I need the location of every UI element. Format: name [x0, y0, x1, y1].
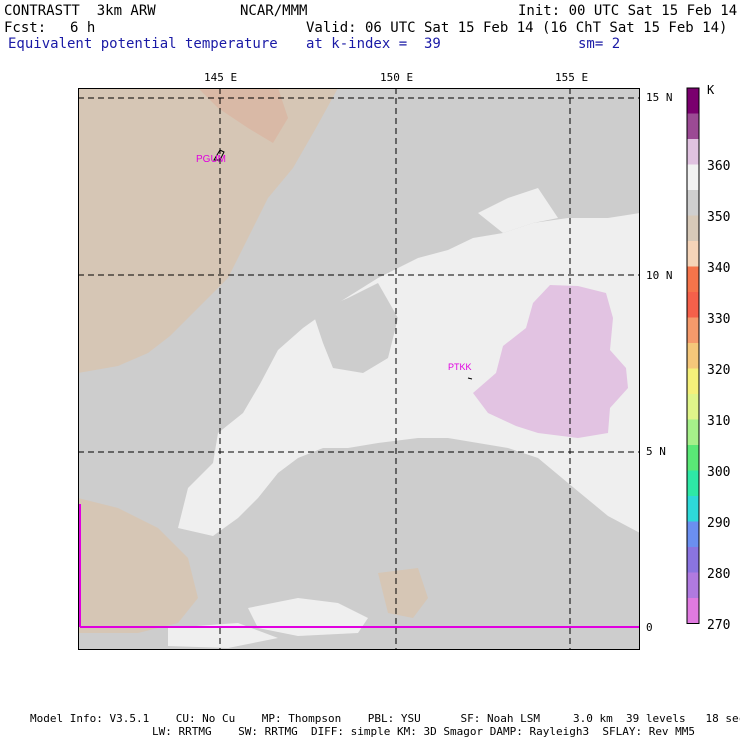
colorbar-tick-label: 310 — [707, 414, 730, 429]
field-name: Equivalent potential temperature — [8, 36, 278, 52]
colorbar-tick-label: 270 — [707, 618, 730, 633]
colorbar-segment — [687, 164, 699, 190]
station-pgum: PGUM — [196, 154, 226, 165]
lon-label-145: 145 E — [204, 71, 238, 84]
very-high-theta-region — [473, 285, 628, 438]
colorbar-segment — [687, 266, 699, 292]
valid-time: Valid: 06 UTC Sat 15 Feb 14 (16 ChT Sat … — [306, 20, 728, 36]
colorbar-segment — [687, 292, 699, 318]
colorbar-frame — [686, 87, 700, 624]
colorbar-segment — [687, 215, 699, 241]
colorbar-segment — [687, 343, 699, 369]
guam-coastline — [213, 149, 225, 161]
lon-label-155: 155 E — [555, 71, 589, 84]
colorbar-tick-label: 340 — [707, 261, 730, 276]
colorbar-segment — [687, 317, 699, 343]
colorbar-segment — [687, 241, 699, 267]
high-theta-band — [178, 213, 640, 536]
colorbar-segment — [687, 547, 699, 573]
low-theta-inset — [313, 283, 398, 373]
fcst-label: Fcst: — [4, 20, 47, 36]
colorbar-segment — [687, 521, 699, 547]
colorbar-segment — [687, 598, 699, 624]
model-info-line2: LW: RRTMG SW: RRTMG DIFF: simple KM: 3D … — [152, 725, 696, 738]
colorbar-segment — [687, 445, 699, 471]
lat-label-15n: 15 N — [646, 91, 673, 104]
colorbar-segment — [687, 572, 699, 598]
colorbar-segment — [687, 496, 699, 522]
colorbar-tick-label: 300 — [707, 465, 730, 480]
colorbar-tick-label: 320 — [707, 363, 730, 378]
fcst-value: 6 h — [70, 20, 96, 36]
lat-lon-grid — [78, 88, 640, 650]
high-theta-patch-ne — [478, 188, 558, 233]
colorbar-tick-label: 350 — [707, 210, 730, 225]
lat-label-5n: 5 N — [646, 445, 666, 458]
model-title: CONTRASTT 3km ARW — [4, 3, 156, 19]
chuuk-coastline — [467, 377, 473, 380]
colorbar-tick-label: 280 — [707, 567, 730, 582]
init-time: Init: 00 UTC Sat 15 Feb 14 — [518, 3, 738, 19]
level-label: at k-index = 39 — [306, 36, 441, 52]
lat-label-0: 0 — [646, 621, 653, 634]
model-info-line1: Model Info: V3.5.1 CU: No Cu MP: Thompso… — [30, 712, 740, 725]
colorbar-segment — [687, 113, 699, 139]
colorbar-tick-label: 360 — [707, 159, 730, 174]
smoothing-label: sm= 2 — [578, 36, 621, 52]
map-frame — [78, 88, 640, 650]
colorbar-segment — [687, 139, 699, 165]
lat-label-10n: 10 N — [646, 269, 673, 282]
org-label: NCAR/MMM — [240, 3, 308, 19]
colorbar-unit: K — [707, 83, 715, 97]
warm-region-southwest — [78, 498, 198, 633]
warm-patch-south — [378, 568, 428, 618]
colorbar-segment — [687, 419, 699, 445]
colorbar-tick-label: 290 — [707, 516, 730, 531]
colorbar-segment — [687, 190, 699, 216]
high-theta-southwest — [168, 623, 278, 648]
colorbar-segment — [687, 470, 699, 496]
colorbar-tick-label: 330 — [707, 312, 730, 327]
station-ptkk: PTKK — [448, 362, 472, 372]
colorbar-segment — [687, 368, 699, 394]
colorbar-segment — [687, 394, 699, 420]
theta-e-map: PGUM PTKK — [78, 88, 640, 650]
warm-region-north — [78, 88, 338, 373]
colorbar-segment — [687, 88, 699, 114]
lon-label-150: 150 E — [380, 71, 414, 84]
